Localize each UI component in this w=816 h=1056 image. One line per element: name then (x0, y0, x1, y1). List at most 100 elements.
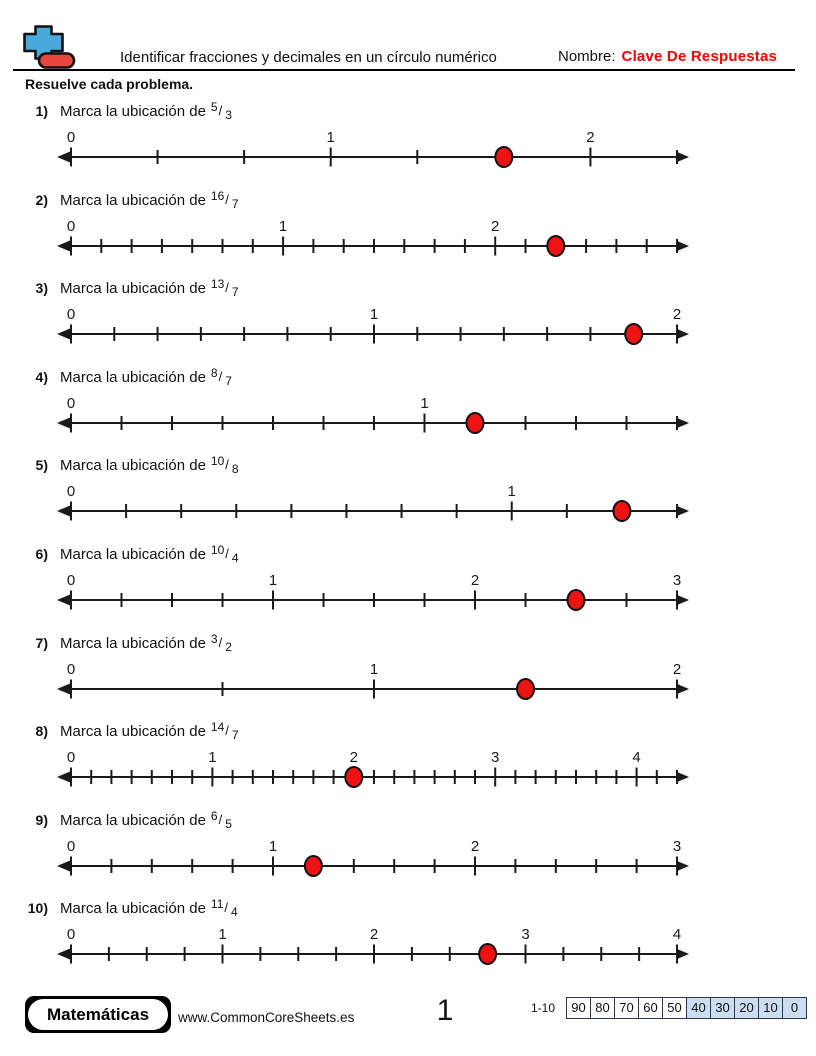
left-arrow-icon (57, 151, 70, 163)
problem-question: 2) Marca la ubicación de 16/7 (0, 189, 816, 211)
fraction: 14/7 (210, 720, 239, 743)
problem-number: 10) (27, 900, 48, 917)
name-label: Nombre: (558, 48, 616, 65)
problem-prompt: Marca la ubicación de (60, 634, 206, 652)
problem-number: 2) (35, 191, 48, 208)
tick-label: 3 (491, 749, 499, 766)
tick-label: 1 (269, 838, 277, 855)
tick-label: 1 (370, 306, 378, 323)
tick-label: 2 (673, 661, 681, 678)
tick-label: 3 (673, 838, 681, 855)
instruction-text: Resuelve cada problema. (25, 76, 194, 92)
problem-prompt: Marca la ubicación de (60, 191, 206, 209)
problem-question: 8) Marca la ubicación de 14/7 (0, 720, 816, 743)
problem-question: 9) Marca la ubicación de 6/5 (0, 809, 816, 831)
problem-row: 8) Marca la ubicación de 14/7 0 1 2 3 4 (0, 720, 816, 809)
fraction-denominator: 8 (231, 462, 239, 477)
fraction-slash-icon: / (225, 723, 229, 739)
tick-label: 0 (67, 838, 75, 855)
tick-label: 1 (327, 129, 335, 146)
score-cell: 10 (758, 997, 783, 1019)
fraction: 10/4 (211, 543, 239, 565)
problem-number: 8) (35, 723, 48, 740)
problem-question: 10) Marca la ubicación de 11/4 (0, 897, 816, 920)
left-arrow-icon (57, 594, 70, 606)
right-arrow-icon (676, 860, 689, 872)
left-arrow-icon (57, 417, 70, 429)
number-line: 0 1 2 3 (57, 838, 689, 877)
fraction: 3/2 (210, 631, 232, 654)
header-rule (13, 69, 795, 72)
problem-number: 5) (35, 457, 48, 474)
problem-number: 9) (35, 811, 48, 828)
tick-label: 1 (370, 661, 378, 678)
number-line: 0 1 2 3 (57, 572, 689, 611)
score-cell: 70 (614, 997, 639, 1019)
right-arrow-icon (676, 683, 689, 695)
score-cell: 50 (662, 997, 687, 1019)
score-cell: 60 (638, 997, 663, 1019)
page-number: 1 (436, 994, 454, 1027)
problem-prompt: Marca la ubicación de (60, 546, 206, 563)
problem-row: 9) Marca la ubicación de 6/5 0 1 2 3 (0, 809, 816, 898)
tick-label: 2 (491, 218, 499, 235)
answer-dot (612, 500, 632, 523)
fraction-denominator: 4 (231, 905, 238, 920)
fraction-slash-icon: / (218, 368, 223, 384)
fraction-slash-icon: / (224, 900, 229, 916)
fraction-numerator: 5 (210, 100, 218, 114)
score-cell: 80 (590, 997, 615, 1019)
answer-dot (566, 589, 586, 611)
problem-prompt: Marca la ubicación de (60, 723, 206, 741)
number-line: 0 1 2 (57, 306, 689, 346)
worksheet-title: Identificar fracciones y decimales en un… (120, 49, 497, 66)
right-arrow-icon (676, 417, 689, 429)
problem-number: 1) (35, 103, 48, 119)
score-cell: 30 (710, 997, 735, 1019)
left-arrow-icon (57, 240, 70, 252)
problem-number: 6) (35, 546, 48, 562)
right-arrow-icon (676, 328, 689, 340)
fraction: 8/7 (211, 366, 232, 388)
fraction-numerator: 11 (210, 897, 224, 912)
tick-label: 4 (632, 749, 640, 766)
fraction-numerator: 14 (210, 720, 225, 735)
fraction-numerator: 10 (210, 454, 225, 469)
problem-prompt: Marca la ubicación de (60, 811, 206, 829)
left-arrow-icon (57, 948, 70, 960)
problem-question: 5) Marca la ubicación de 10/8 (0, 454, 816, 477)
fraction-numerator: 3 (210, 631, 218, 646)
problem-question: 1) Marca la ubicación de 5/3 (0, 100, 816, 122)
fraction: 13/7 (210, 277, 239, 299)
problem-row: 6) Marca la ubicación de 10/4 0 1 2 3 (0, 543, 816, 632)
tick-label: 3 (521, 926, 529, 943)
tick-label: 1 (208, 749, 216, 766)
fraction-denominator: 2 (225, 639, 232, 654)
fraction-slash-icon: / (225, 280, 229, 296)
fraction-numerator: 13 (210, 277, 225, 292)
tick-label: 0 (67, 661, 75, 678)
problem-prompt: Marca la ubicación de (60, 368, 206, 386)
left-arrow-icon (57, 505, 70, 517)
tick-label: 0 (67, 218, 75, 235)
tick-label: 2 (673, 306, 681, 323)
answer-dot (516, 677, 535, 700)
tick-label: 0 (67, 749, 75, 766)
left-arrow-icon (57, 683, 70, 695)
number-line: 0 1 2 3 4 (57, 926, 689, 966)
answer-dot (465, 411, 485, 434)
right-arrow-icon (676, 240, 689, 252)
number-line: 0 1 2 (57, 661, 689, 700)
problem-question: 7) Marca la ubicación de 3/2 (0, 631, 816, 654)
right-arrow-icon (676, 151, 689, 163)
answer-dot (546, 234, 566, 257)
right-arrow-icon (676, 594, 689, 606)
tick-label: 1 (218, 926, 226, 943)
fraction-denominator: 4 (231, 551, 239, 565)
fraction-slash-icon: / (218, 811, 223, 827)
fraction-denominator: 7 (231, 728, 239, 743)
number-line: 0 1 2 3 4 (57, 749, 689, 789)
answer-dot (478, 943, 498, 966)
